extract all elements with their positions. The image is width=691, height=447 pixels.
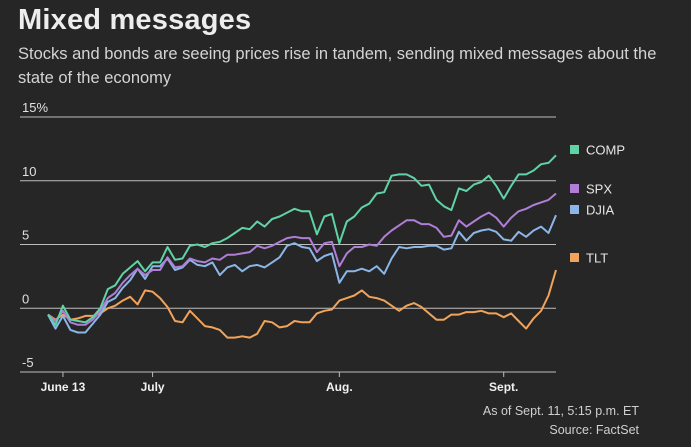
y-tick-label: 15% xyxy=(22,100,48,115)
series-line-spx xyxy=(47,192,557,326)
y-tick-label: -5 xyxy=(22,355,34,370)
x-tick-label: July xyxy=(141,380,165,394)
legend-swatch-tlt xyxy=(570,253,579,262)
legend-label-comp: COMP xyxy=(586,143,625,158)
series-line-tlt xyxy=(47,269,557,339)
series-line-comp xyxy=(47,154,557,326)
series-line-djia xyxy=(47,214,557,334)
chart-title: Mixed messages xyxy=(18,4,252,36)
x-tick-label: June 13 xyxy=(41,380,86,394)
x-tick-label: Aug. xyxy=(326,380,353,394)
legend-label-tlt: TLT xyxy=(586,251,608,266)
timestamp-note: As of Sept. 11, 5:15 p.m. ET xyxy=(482,404,639,418)
y-tick-label: 0 xyxy=(22,291,29,306)
legend-swatch-spx xyxy=(570,184,579,193)
y-tick-label: 5 xyxy=(22,228,29,243)
legend-swatch-djia xyxy=(570,205,579,214)
legend-label-spx: SPX xyxy=(586,182,612,197)
source-note: Source: FactSet xyxy=(549,423,639,437)
y-tick-label: 10 xyxy=(22,164,36,179)
chart-subtitle: Stocks and bonds are seeing prices rise … xyxy=(18,45,657,87)
chart-notes: As of Sept. 11, 5:15 p.m. ET Source: Fac… xyxy=(483,402,639,440)
x-tick-label: Sept. xyxy=(489,380,518,394)
legend-label-djia: DJIA xyxy=(586,203,615,218)
legend-swatch-comp xyxy=(570,145,579,154)
